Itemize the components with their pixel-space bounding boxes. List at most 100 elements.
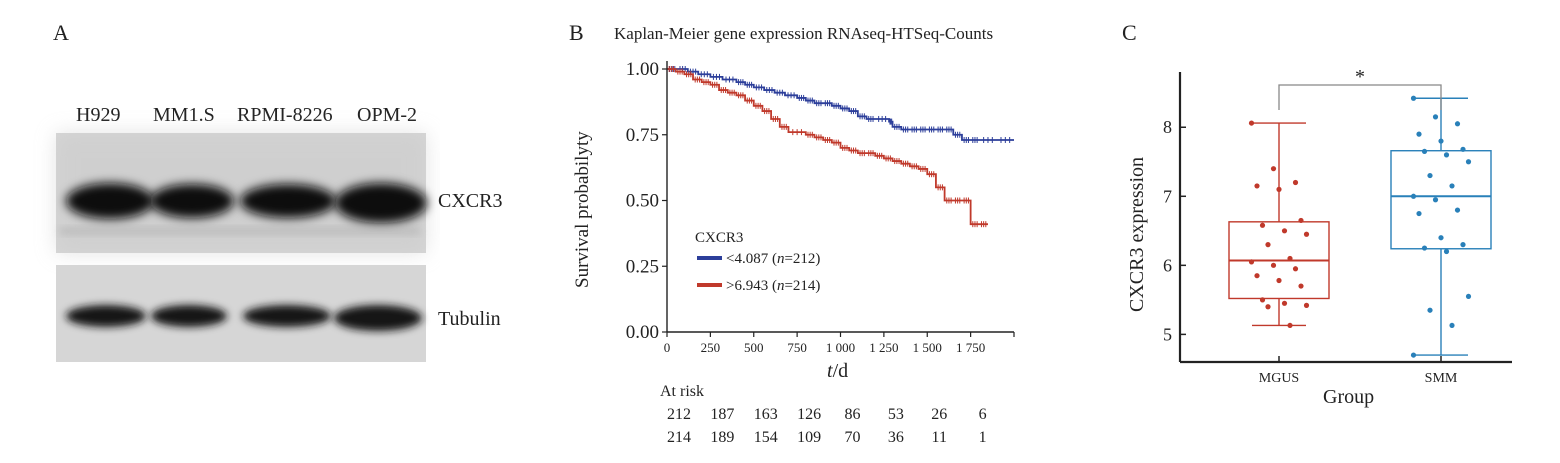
km-x-tick-label: 500 [744,340,764,355]
band-tubulin-opm2 [334,305,422,331]
box-point [1427,307,1433,313]
panel-a-label: A [53,20,69,45]
km-y-tick-label: 0.75 [626,125,659,146]
box-point [1270,166,1277,172]
box-point [1276,186,1282,192]
box-point [1292,179,1299,186]
box-point [1287,322,1293,329]
box-point [1292,266,1299,272]
km-y-tick-label: 1.00 [626,59,659,80]
box-point [1254,183,1260,189]
at-risk-cell: 86 [844,406,861,423]
box-point [1416,210,1422,217]
km-x-axis-var: t [827,360,833,382]
box-point [1259,297,1266,303]
km-x-tick-label: 750 [787,340,807,355]
box-point [1460,242,1466,248]
km-y-tick-label: 0.00 [626,322,659,343]
km-legend-label-0: <4.087 (n=212) [726,251,820,267]
at-risk-cell: 109 [797,429,822,446]
at-risk-cell: 36 [887,429,904,446]
box-point [1265,304,1271,310]
box-point [1270,262,1277,268]
box-point [1287,255,1293,262]
band-tubulin-rpmi [243,305,331,327]
box-y-tick-label: 8 [1163,117,1172,137]
box-y-tick-label: 7 [1163,186,1172,206]
box-x-tick-label-mgus: MGUS [1259,371,1299,386]
box-point [1421,148,1428,155]
lane-label-opm2: OPM-2 [357,104,418,126]
at-risk-cell: 189 [710,429,735,446]
box-point [1254,273,1260,279]
band-cxcr3-h929 [66,183,154,219]
at-risk-cell: 187 [710,406,735,423]
km-x-tick-label: 1 500 [913,340,942,355]
box-x-tick-label-smm: SMM [1425,371,1458,386]
box-point [1298,217,1304,224]
box-point [1454,207,1461,213]
km-x-tick-label: 1 000 [826,340,855,355]
box-smm [1390,150,1492,250]
km-y-tick-label: 0.25 [626,256,659,277]
at-risk-cell: 11 [931,429,947,446]
at-risk-cell: 70 [844,429,861,446]
band-cxcr3-opm2 [335,183,427,223]
km-x-tick-label: 1 250 [869,340,898,355]
box-point [1303,231,1310,237]
protein-label-tubulin: Tubulin [438,308,501,330]
at-risk-cell: 212 [667,406,691,423]
at-risk-cell: 53 [887,406,904,423]
box-point [1421,245,1428,251]
box-point [1443,248,1450,255]
panel-b-label: B [569,20,584,45]
box-point [1410,193,1417,199]
km-x-axis-label: t/d [827,360,848,383]
box-point [1449,322,1455,329]
lane-label-h929: H929 [76,104,121,126]
box-point [1259,222,1266,228]
km-y-tick-label: 0.50 [626,191,659,212]
km-curve-1 [667,68,988,226]
box-point [1410,95,1417,101]
box-point [1465,293,1472,300]
band-tubulin-mm1s [151,305,227,327]
km-chart-title: Kaplan-Meier gene expression RNAseq-HTSe… [614,24,994,43]
km-x-tick-label: 250 [701,340,721,355]
at-risk-title: At risk [660,383,704,400]
box-point [1432,114,1439,120]
band-tubulin-h929 [66,305,146,327]
km-x-axis-unit: /d [832,360,849,382]
at-risk-cell: 214 [667,429,691,446]
blot-tubulin [56,265,426,362]
km-x-tick-label: 1 750 [956,340,985,355]
lane-label-mm1s: MM1.S [153,104,215,126]
protein-label-cxcr3: CXCR3 [438,190,503,212]
blot-cxcr3 [56,133,427,253]
km-curve-0 [667,68,1014,141]
at-risk-cell: 26 [931,406,948,423]
box-point [1248,120,1255,126]
panel-c-label: C [1122,20,1137,45]
box-point [1460,146,1466,152]
km-legend-label-1: >6.943 (n=214) [726,278,820,294]
box-point [1248,259,1255,265]
box-point [1432,197,1439,203]
at-risk-cell: 163 [753,406,778,423]
box-point [1303,302,1310,308]
at-risk-cell: 6 [978,406,987,423]
box-y-axis-label: CXCR3 expression [1126,157,1148,312]
box-point [1427,172,1433,179]
significance-bracket [1278,84,1442,110]
km-x-tick-label: 0 [664,340,671,355]
band-cxcr3-rpmi [240,184,336,218]
box-point [1281,300,1288,306]
box-point [1276,277,1282,284]
box-point [1454,121,1461,127]
box-point [1281,228,1288,234]
band-cxcr3-mm1s [150,184,234,218]
at-risk-cell: 1 [978,429,987,446]
box-point [1449,183,1455,189]
